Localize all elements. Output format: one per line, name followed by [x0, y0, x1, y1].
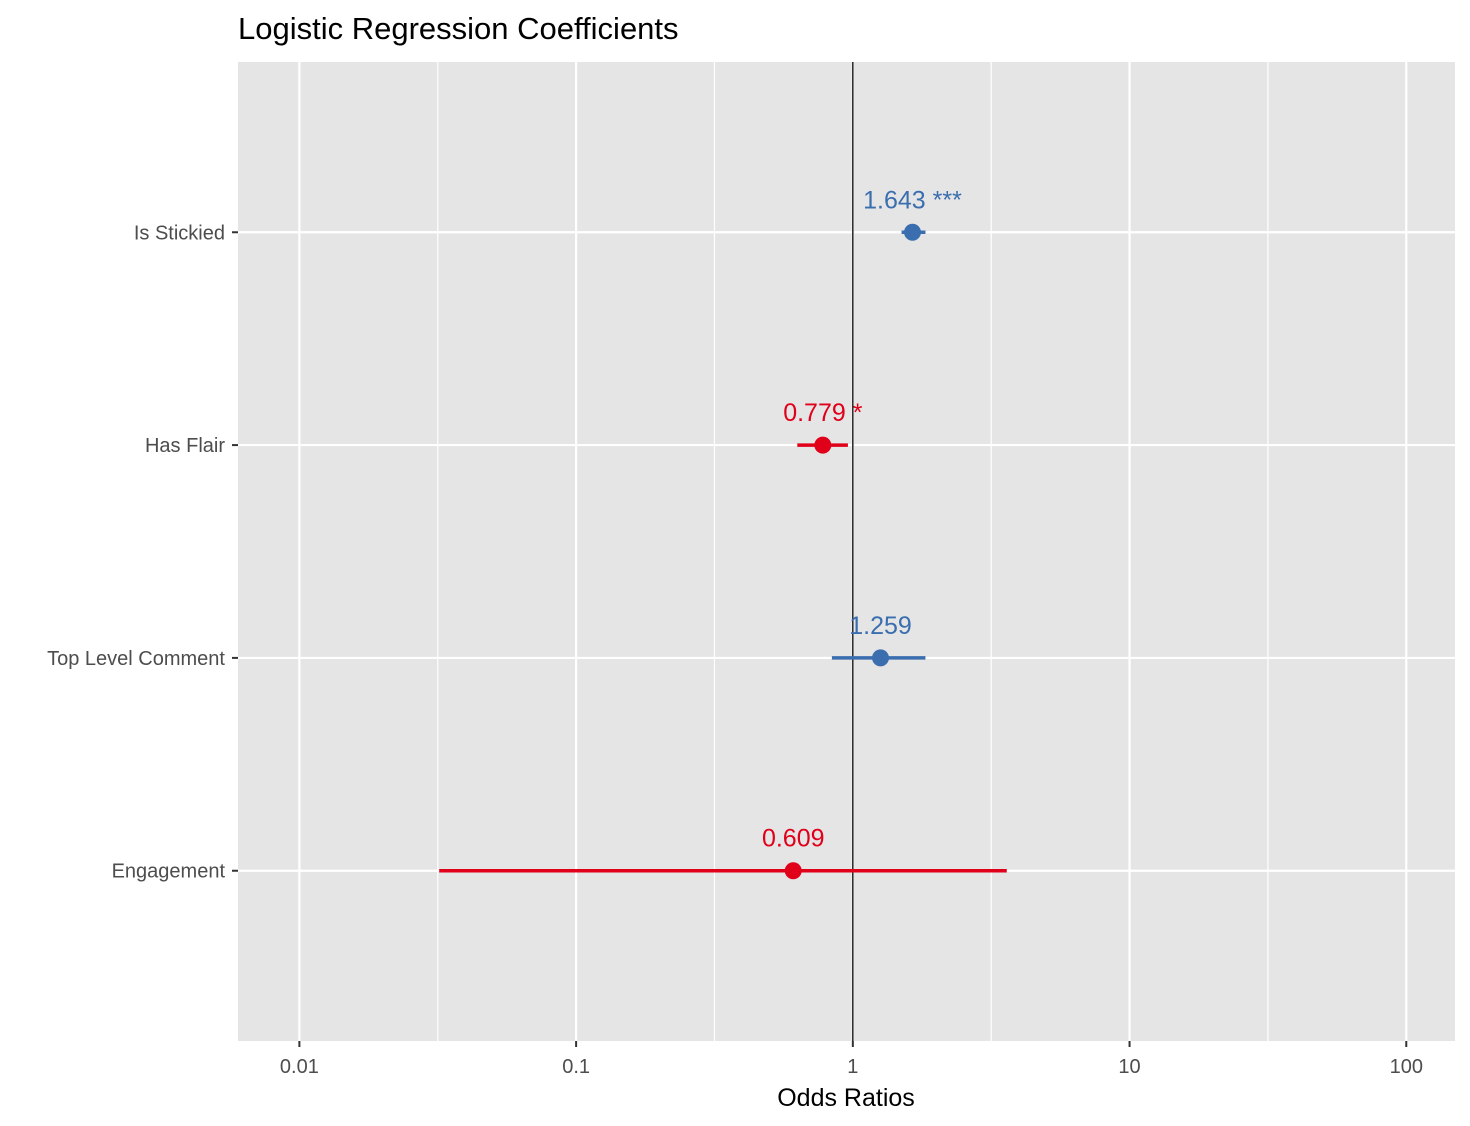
point-estimate — [872, 649, 890, 667]
y-tick-label: Is Stickied — [134, 222, 225, 244]
plot-panel — [238, 62, 1455, 1041]
point-estimate — [904, 223, 922, 241]
y-tick-label: Top Level Comment — [47, 648, 225, 670]
y-tick-label: Engagement — [112, 861, 226, 883]
y-tick-label: Has Flair — [145, 435, 225, 457]
x-tick-label: 0.01 — [280, 1056, 319, 1078]
estimate-label: 0.609 — [762, 825, 825, 853]
chart-title: Logistic Regression Coefficients — [238, 11, 679, 46]
point-estimate — [784, 862, 802, 880]
x-tick-label: 100 — [1390, 1056, 1423, 1078]
point-estimate — [814, 436, 832, 454]
estimate-label: 1.643 *** — [863, 186, 962, 214]
x-axis: 0.01 0.1 1 10 100 — [280, 1041, 1423, 1078]
x-axis-label: Odds Ratios — [777, 1084, 915, 1112]
estimate-label: 0.779 * — [783, 399, 863, 427]
x-tick-label: 1 — [847, 1056, 858, 1078]
chart-marks: 1.643 *** 0.779 * 1.259 0.609 — [439, 186, 1007, 880]
x-tick-label: 0.1 — [562, 1056, 590, 1078]
x-tick-label: 10 — [1118, 1056, 1140, 1078]
y-axis: Is Stickied Has Flair Top Level Comment Eng… — [47, 222, 238, 883]
minor-gridlines — [437, 62, 1269, 1041]
estimate-label: 1.259 — [849, 612, 912, 640]
